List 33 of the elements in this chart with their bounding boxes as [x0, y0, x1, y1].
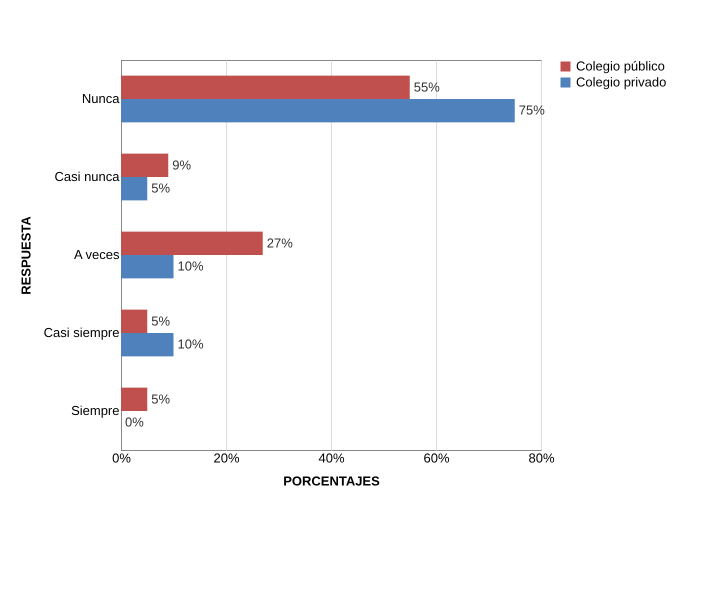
- data-label: 9%: [172, 157, 192, 172]
- bar: [121, 333, 174, 356]
- x-tick-label: 80%: [528, 450, 555, 466]
- x-tick-label: 60%: [423, 450, 450, 466]
- x-tick-label: 20%: [213, 450, 240, 466]
- data-label: 5%: [151, 391, 170, 406]
- x-axis-title: PORCENTAJES: [283, 474, 380, 488]
- data-label: 0%: [125, 414, 144, 430]
- data-label: 5%: [151, 180, 170, 196]
- data-label: 75%: [518, 102, 546, 118]
- bar: [121, 388, 148, 411]
- y-axis-title: RESPUESTA: [18, 216, 34, 295]
- bar: [121, 310, 148, 333]
- y-tick-label: Casi siempre: [44, 325, 120, 340]
- bar: [121, 255, 174, 278]
- y-tick-label: A veces: [74, 247, 120, 262]
- bar: [121, 154, 168, 177]
- data-label: 55%: [414, 79, 440, 94]
- data-label: 5%: [151, 313, 170, 328]
- legend-label: Colegio privado: [576, 74, 666, 90]
- legend-label: Colegio público: [576, 58, 665, 74]
- data-label: 10%: [178, 336, 204, 352]
- bar: [121, 99, 515, 122]
- data-label: 27%: [266, 235, 294, 250]
- bar: [121, 177, 148, 200]
- x-tick-label: 40%: [318, 450, 345, 466]
- y-tick-label: Casi nunca: [54, 169, 120, 184]
- x-tick-label: 0%: [112, 450, 132, 466]
- data-label: 10%: [178, 258, 204, 274]
- bar: [121, 232, 263, 255]
- bar: [121, 76, 410, 99]
- y-tick-label: Siempre: [71, 403, 120, 418]
- y-tick-label: Nunca: [82, 91, 120, 106]
